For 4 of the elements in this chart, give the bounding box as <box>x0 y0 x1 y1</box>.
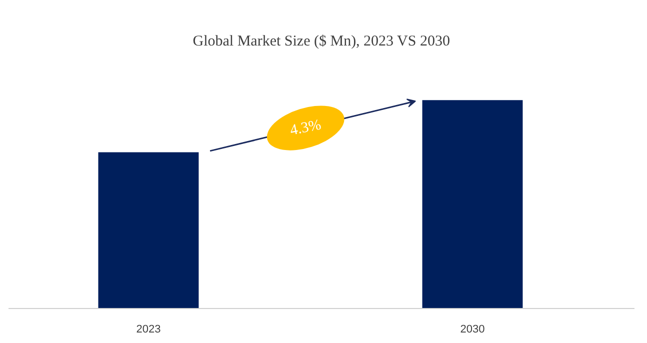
chart-title: Global Market Size ($ Mn), 2023 VS 2030 <box>192 34 450 50</box>
x-tick-label: 2023 <box>136 324 161 336</box>
annotation: 4.3% <box>288 117 323 139</box>
x-tick-label: 2030 <box>460 324 485 336</box>
